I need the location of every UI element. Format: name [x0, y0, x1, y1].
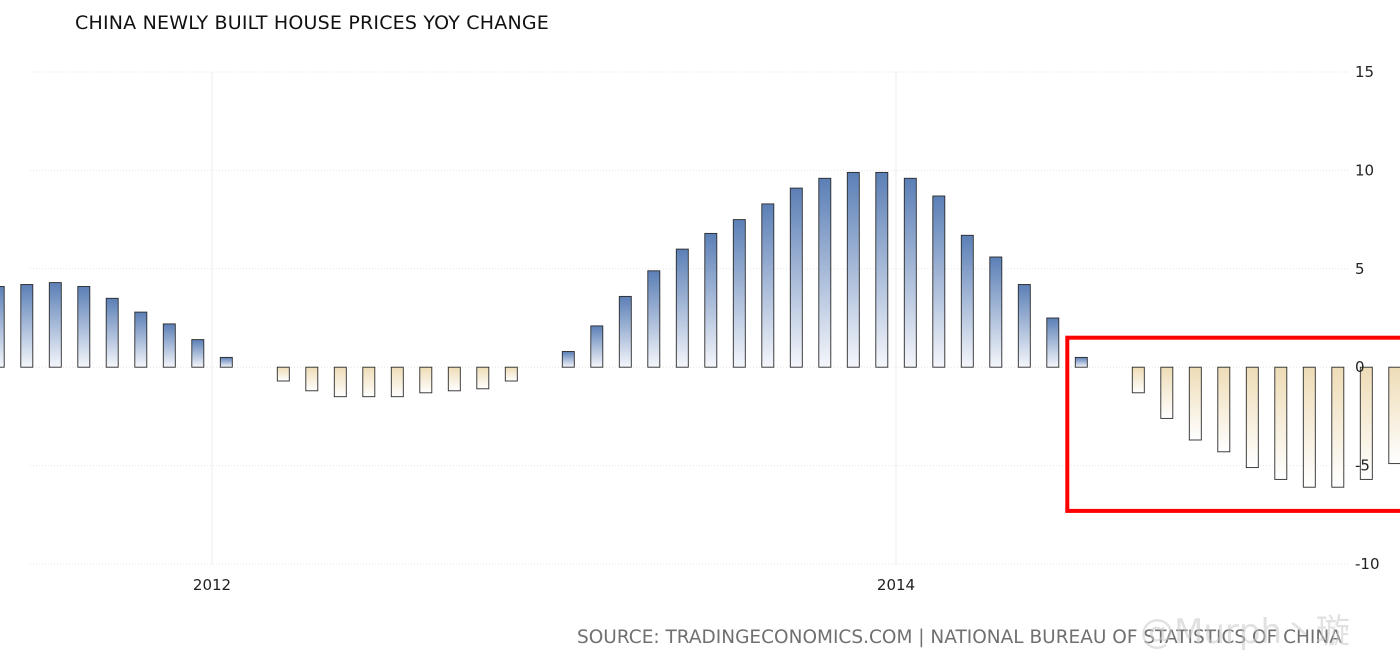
bar: [761, 203, 775, 368]
bar: [476, 366, 490, 390]
bar: [1017, 284, 1031, 368]
bar: [219, 356, 233, 368]
bar: [419, 366, 433, 394]
bar: [960, 234, 974, 368]
bar: [1160, 366, 1174, 419]
bar: [0, 286, 5, 368]
bar: [333, 366, 347, 398]
bar: [818, 177, 832, 368]
y-tick-label: 10: [1355, 161, 1374, 179]
bar: [675, 248, 689, 368]
grid-layer: [30, 71, 1348, 565]
bar: [647, 270, 661, 368]
bar: [846, 171, 860, 368]
bars-layer: [0, 171, 1400, 488]
bar: [1359, 366, 1373, 480]
y-tick-label: -5: [1355, 457, 1370, 475]
bar: [447, 366, 461, 392]
bar: [875, 171, 889, 368]
bar: [48, 282, 62, 368]
bar: [77, 286, 91, 368]
y-tick-label: -10: [1355, 555, 1380, 573]
bar: [162, 323, 176, 368]
x-tick-label: 2014: [877, 576, 915, 594]
bar: [20, 284, 34, 368]
bar: [903, 177, 917, 368]
bar: [989, 256, 1003, 368]
bar: [1131, 366, 1145, 394]
bar: [305, 366, 319, 392]
bar: [191, 339, 205, 368]
source-text: SOURCE: TRADINGECONOMICS.COM | NATIONAL …: [577, 627, 1342, 648]
bar: [390, 366, 404, 398]
watermark: @Murph丶璇: [1140, 612, 1350, 652]
y-tick-label: 0: [1355, 358, 1365, 376]
bar: [1245, 366, 1259, 469]
bar: [590, 325, 604, 368]
bar: [1302, 366, 1316, 488]
bar: [1074, 356, 1088, 368]
bar: [1046, 317, 1060, 368]
bar: [1217, 366, 1231, 453]
bar: [1388, 366, 1400, 465]
highlight-layer: [1065, 335, 1400, 513]
bar: [704, 232, 718, 368]
bar: [932, 195, 946, 368]
chart-title: CHINA NEWLY BUILT HOUSE PRICES YOY CHANG…: [75, 12, 549, 34]
bar: [561, 351, 575, 368]
bar: [732, 219, 746, 368]
bar: [1331, 366, 1345, 488]
bar: [362, 366, 376, 398]
highlight-box: [1065, 335, 1400, 513]
y-tick-label: 5: [1355, 260, 1365, 278]
bar: [1274, 366, 1288, 480]
bar: [618, 295, 632, 368]
bar: [1188, 366, 1202, 441]
bar: [504, 366, 518, 382]
bar: [105, 297, 119, 368]
bar: [134, 311, 148, 368]
x-tick-label: 2012: [193, 576, 231, 594]
bar: [276, 366, 290, 382]
y-tick-label: 15: [1355, 63, 1374, 81]
bar: [789, 187, 803, 368]
